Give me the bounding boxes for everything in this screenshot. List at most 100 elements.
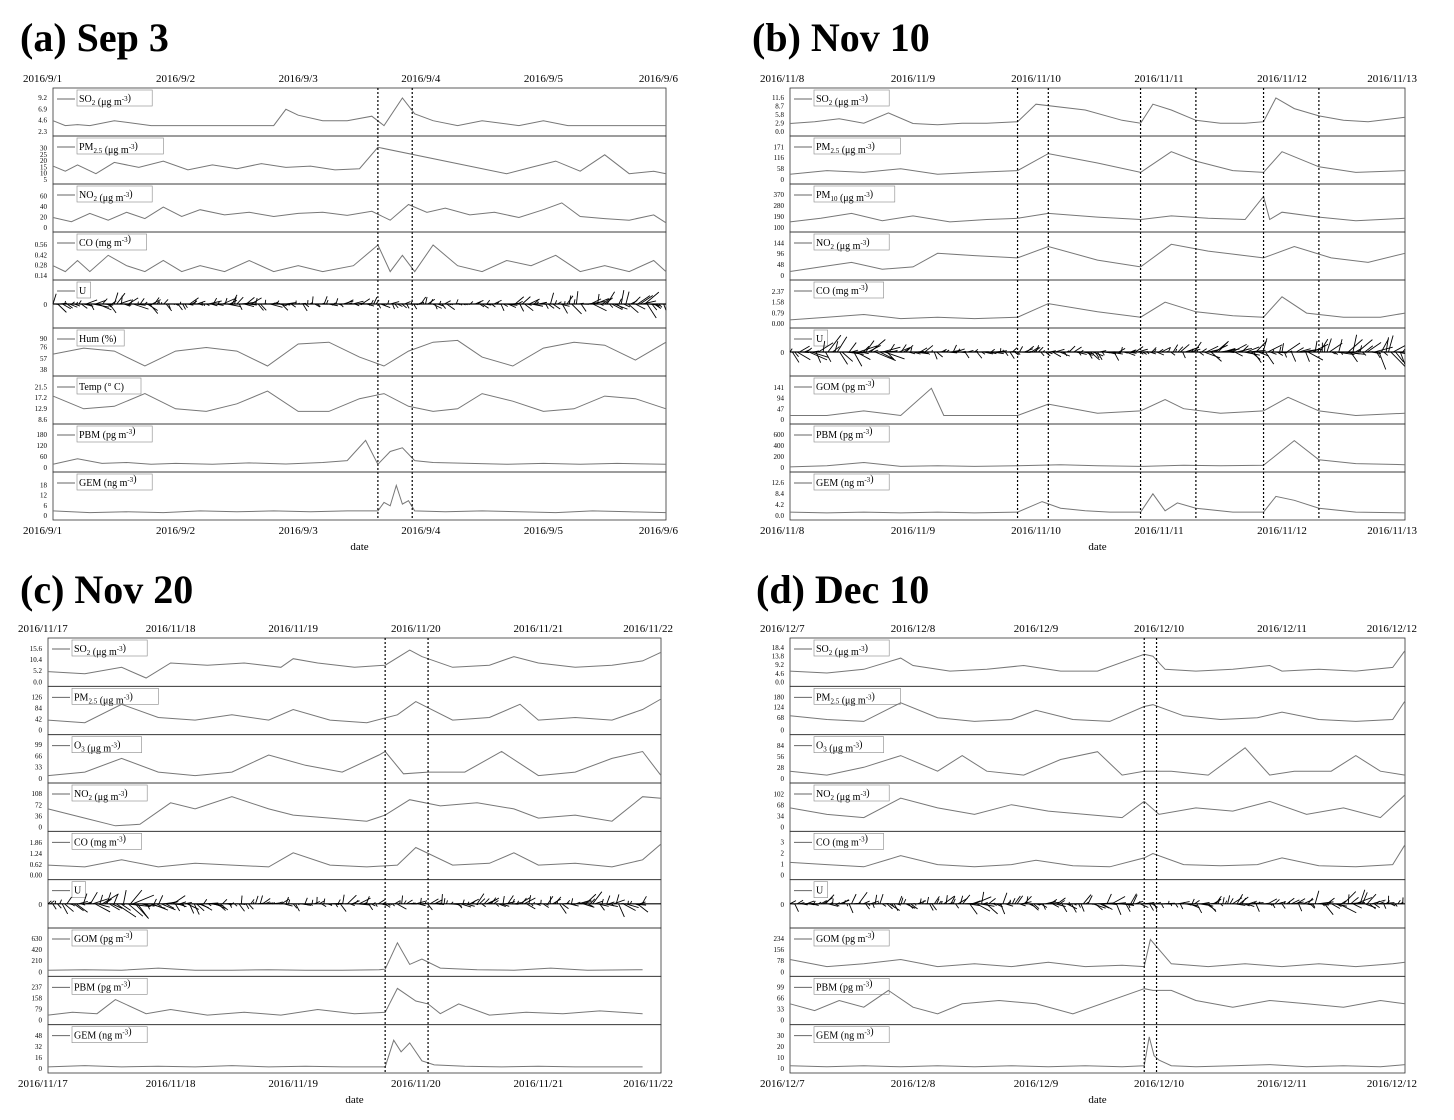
wind-vector [625,903,639,909]
y-tick-label: 0 [781,775,785,783]
wind-vector [818,901,822,905]
wind-vector [993,903,997,906]
wind-vector [1149,351,1157,355]
wind-vector [1052,903,1060,908]
wind-vector [1106,351,1116,355]
y-tick-label: 9.2 [775,661,784,669]
x-tick-label-bottom: 2016/11/13 [1367,525,1417,537]
wind-vector [396,903,407,910]
wind-vector [392,303,395,310]
wind-vector [568,295,572,305]
y-tick-label: 9.2 [38,94,47,102]
wind-vector [870,339,886,353]
wind-vector [1376,351,1381,359]
wind-vector [193,903,200,915]
wind-vector [599,303,604,306]
wind-vector [1016,895,1024,905]
wind-vector [571,303,582,315]
wind-vector [1170,351,1176,356]
wind-vector [1168,347,1171,353]
wind-vector [427,903,433,911]
wind-vector [1090,351,1100,361]
wind-vector [1011,897,1016,905]
y-tick-label: 200 [774,453,785,461]
wind-vector [450,901,454,905]
wind-vector [1291,899,1300,905]
legend-box [813,688,901,705]
wind-vector [1253,900,1257,905]
wind-vector [587,903,594,908]
series-line [52,244,667,273]
wind-vector [1378,351,1387,370]
wind-vector [199,303,204,306]
legend-box [76,137,164,155]
wind-vector [64,903,74,912]
series-legend: U [794,329,828,347]
wind-vector [644,291,660,305]
y-tick-label: 30 [40,145,48,153]
wind-vector [1196,903,1203,914]
series-legend: PM2.5 (μg m-3) [57,137,164,156]
wind-vector [615,894,620,904]
wind-vector [1085,901,1090,905]
wind-vector [1087,895,1093,905]
y-tick-label: 630 [32,935,43,943]
wind-vector [829,902,833,905]
subplot-frame [789,471,1406,521]
series-line [789,296,1406,321]
wind-vector [352,300,364,305]
x-tick-label-bottom: 2016/9/6 [639,525,679,537]
wind-vector [1042,903,1046,910]
wind-vector [1042,349,1045,353]
y-tick-label: 38 [40,366,48,374]
wind-vector [962,350,966,353]
series-legend: GEM (ng m-3) [794,473,890,491]
series-label: CO (mg m-3) [816,833,868,848]
wind-vector [144,301,148,305]
wind-vector [1059,351,1071,357]
wind-vector [1014,895,1021,905]
wind-vector [1286,897,1295,905]
subplot-frame [789,87,1406,137]
wind-vector [1298,903,1303,912]
y-tick-label: 60 [40,453,48,461]
wind-vector [283,303,289,306]
wind-vector [931,903,937,911]
wind-vector [217,903,226,911]
wind-vector [1239,348,1250,353]
wind-vector [1314,890,1320,904]
wind-vector [514,296,525,305]
wind-vector [1123,351,1128,354]
legend-box [76,329,125,347]
subplot: 102 68 34 0 NO2 (μg m-3) [774,782,1406,832]
y-tick-label: 56 [777,753,785,761]
wind-vector [201,903,213,911]
wind-vector [1082,894,1092,905]
wind-vector [910,347,913,353]
wind-vector [76,301,78,305]
wind-vector [47,900,52,905]
series-legend: GOM (pg m-3) [794,929,890,947]
wind-vector [104,303,114,306]
wind-vector [1376,900,1380,905]
wind-vector [599,903,605,911]
wind-vector [896,903,902,906]
series-label: GEM (ng m-3) [74,1027,132,1042]
wind-vector [1388,335,1394,353]
y-tick-label: 0 [781,968,785,976]
wind-vector [484,303,492,306]
wind-vector [297,302,300,305]
wind-vector [1057,897,1066,905]
wind-vector [1130,349,1136,353]
wind-vector [1288,900,1291,904]
wind-vector [908,351,916,355]
x-tick-label-bottom: 2016/12/11 [1257,1078,1307,1090]
y-tick-label: 0 [39,1017,43,1025]
wind-vector [106,303,112,308]
y-tick-label: 0.00 [30,872,43,880]
legend-box [76,233,147,251]
x-tick-label-bottom: 2016/9/3 [279,525,319,537]
wind-vector [406,899,413,905]
wind-vector [406,303,410,309]
wind-vector [154,297,160,305]
